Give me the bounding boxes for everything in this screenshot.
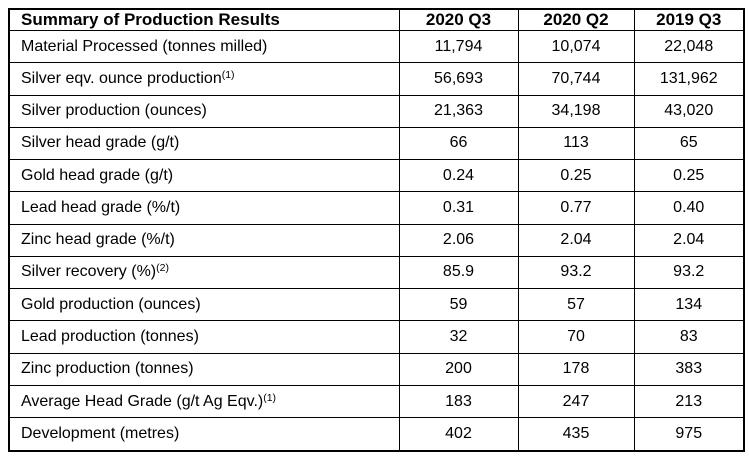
- row-label-cell: Gold production (ounces): [8, 288, 400, 322]
- table-row: Material Processed (tonnes milled) 11,79…: [8, 29, 745, 64]
- row-value-2019-q3: 383: [633, 352, 745, 386]
- row-footnote-superscript: (2): [156, 262, 169, 275]
- row-label-cell: Silver eqv. ounce production(1): [8, 62, 400, 96]
- production-results-table-container: Summary of Production Results 2020 Q3 20…: [8, 8, 745, 452]
- row-label-cell: Silver head grade (g/t): [8, 126, 400, 161]
- column-header-2020-q3: 2020 Q3: [398, 8, 519, 31]
- table-row: Development (metres) 402 435 975: [8, 417, 745, 452]
- row-value-2019-q3: 0.25: [633, 159, 745, 193]
- row-value-2019-q3: 975: [633, 417, 745, 452]
- row-label: Silver eqv. ounce production: [21, 69, 222, 87]
- row-label: Lead production (tonnes): [21, 328, 199, 346]
- row-value-2019-q3: 213: [633, 384, 745, 419]
- row-label: Average Head Grade (g/t Ag Eqv.): [21, 392, 264, 410]
- row-value-2020-q2: 0.77: [517, 191, 635, 225]
- table-row: Silver production (ounces) 21,363 34,198…: [8, 94, 745, 128]
- row-label: Development (metres): [21, 425, 180, 443]
- row-label: Silver production (ounces): [21, 102, 207, 120]
- production-results-table: Summary of Production Results 2020 Q3 20…: [8, 8, 745, 452]
- row-label: Gold head grade (g/t): [21, 166, 174, 184]
- row-value-2020-q3: 402: [398, 417, 519, 452]
- table-header-row: Summary of Production Results 2020 Q3 20…: [8, 8, 745, 31]
- row-value-2019-q3: 134: [633, 288, 745, 322]
- table-body: Material Processed (tonnes milled) 11,79…: [8, 29, 745, 452]
- table-row: Silver eqv. ounce production(1) 56,693 7…: [8, 62, 745, 96]
- row-value-2019-q3: 65: [633, 126, 745, 161]
- row-value-2020-q2: 57: [517, 288, 635, 322]
- row-value-2020-q2: 93.2: [517, 255, 635, 290]
- table-row: Average Head Grade (g/t Ag Eqv.)(1) 183 …: [8, 384, 745, 419]
- row-value-2020-q2: 247: [517, 384, 635, 419]
- row-value-2020-q3: 59: [398, 288, 519, 322]
- row-value-2020-q2: 34,198: [517, 94, 635, 128]
- table-row: Gold head grade (g/t) 0.24 0.25 0.25: [8, 159, 745, 193]
- row-label-cell: Development (metres): [8, 417, 400, 452]
- row-label: Silver head grade (g/t): [21, 134, 180, 152]
- row-value-2020-q2: 70: [517, 320, 635, 354]
- table-row: Silver head grade (g/t) 66 113 65: [8, 126, 745, 161]
- table-row: Zinc production (tonnes) 200 178 383: [8, 352, 745, 386]
- row-value-2020-q3: 0.31: [398, 191, 519, 225]
- row-value-2020-q3: 200: [398, 352, 519, 386]
- row-footnote-superscript: (1): [263, 391, 277, 404]
- row-value-2020-q2: 435: [517, 417, 635, 452]
- column-header-2020-q2: 2020 Q2: [517, 8, 635, 31]
- row-label-cell: Silver recovery (%)(2): [8, 255, 400, 290]
- row-value-2019-q3: 22,048: [633, 29, 745, 64]
- row-value-2020-q3: 32: [398, 320, 519, 354]
- row-value-2020-q3: 2.06: [398, 223, 519, 257]
- row-value-2019-q3: 2.04: [633, 223, 745, 257]
- table-row: Silver recovery (%)(2) 85.9 93.2 93.2: [8, 255, 745, 290]
- row-value-2020-q3: 183: [398, 384, 519, 419]
- table-row: Lead production (tonnes) 32 70 83: [8, 320, 745, 354]
- row-value-2020-q3: 56,693: [398, 62, 519, 96]
- row-label-cell: Zinc production (tonnes): [8, 352, 400, 386]
- row-value-2019-q3: 43,020: [633, 94, 745, 128]
- row-value-2019-q3: 131,962: [633, 62, 745, 96]
- row-value-2020-q2: 0.25: [517, 159, 635, 193]
- row-label-cell: Zinc head grade (%/t): [8, 223, 400, 257]
- row-value-2020-q3: 21,363: [398, 94, 519, 128]
- table-row: Zinc head grade (%/t) 2.06 2.04 2.04: [8, 223, 745, 257]
- row-value-2020-q2: 113: [517, 126, 635, 161]
- row-label-cell: Average Head Grade (g/t Ag Eqv.)(1): [8, 384, 400, 419]
- row-label: Zinc head grade (%/t): [21, 231, 175, 249]
- row-label: Zinc production (tonnes): [21, 360, 194, 378]
- row-label: Silver recovery (%): [21, 263, 157, 281]
- row-value-2020-q3: 85.9: [398, 255, 519, 290]
- row-label-cell: Silver production (ounces): [8, 94, 400, 128]
- row-label: Lead head grade (%/t): [21, 198, 181, 216]
- row-value-2019-q3: 0.40: [633, 191, 745, 225]
- row-value-2019-q3: 93.2: [633, 255, 745, 290]
- row-label-cell: Lead head grade (%/t): [8, 191, 400, 225]
- row-value-2020-q3: 11,794: [398, 29, 519, 64]
- row-value-2020-q2: 178: [517, 352, 635, 386]
- row-label-cell: Lead production (tonnes): [8, 320, 400, 354]
- row-label: Material Processed (tonnes milled): [21, 37, 268, 55]
- table-title: Summary of Production Results: [8, 8, 400, 31]
- row-value-2020-q3: 66: [398, 126, 519, 161]
- row-value-2020-q2: 2.04: [517, 223, 635, 257]
- row-label-cell: Gold head grade (g/t): [8, 159, 400, 193]
- row-footnote-superscript: (1): [221, 68, 235, 81]
- table-row: Gold production (ounces) 59 57 134: [8, 288, 745, 322]
- row-label-cell: Material Processed (tonnes milled): [8, 29, 400, 64]
- column-header-2019-q3: 2019 Q3: [633, 8, 745, 31]
- row-value-2019-q3: 83: [633, 320, 745, 354]
- row-value-2020-q2: 70,744: [517, 62, 635, 96]
- row-value-2020-q3: 0.24: [398, 159, 519, 193]
- row-label: Gold production (ounces): [21, 295, 201, 313]
- table-row: Lead head grade (%/t) 0.31 0.77 0.40: [8, 191, 745, 225]
- row-value-2020-q2: 10,074: [517, 29, 635, 64]
